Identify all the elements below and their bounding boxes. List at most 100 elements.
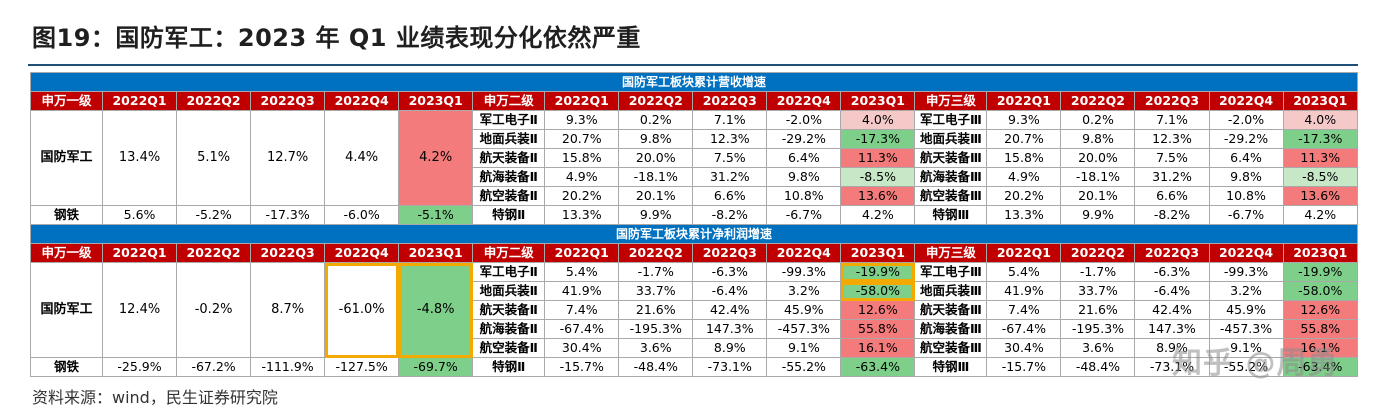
l3-value-cell: 11.3% [1282, 148, 1359, 168]
l3-value-cell: -6.4% [1134, 281, 1210, 301]
l3-value-cell: 30.4% [986, 338, 1062, 358]
l2-industry-name: 军工电子Ⅱ [472, 110, 546, 130]
column-header: 2022Q2 [176, 91, 252, 111]
l3-industry-name: 特钢Ⅲ [914, 357, 988, 377]
l3-industry-name: 特钢Ⅲ [914, 205, 988, 225]
l3-value-cell: 0.2% [1060, 110, 1136, 130]
column-header: 申万一级 [29, 243, 104, 263]
column-header: 2022Q4 [766, 243, 842, 263]
l2-value-cell: 147.3% [692, 319, 768, 339]
l1-industry-name: 国防军工 [29, 262, 104, 358]
l2-industry-name: 地面兵装Ⅱ [472, 129, 546, 149]
l2-value-cell: 8.9% [692, 338, 768, 358]
column-header: 2022Q2 [618, 243, 694, 263]
column-header: 2022Q1 [544, 91, 620, 111]
l1-value-cell: 5.1% [176, 110, 252, 206]
column-header: 2022Q4 [1208, 91, 1284, 111]
l1-value-cell: 13.4% [102, 110, 178, 206]
l2-value-cell: -6.7% [766, 205, 842, 225]
l3-industry-name: 地面兵装Ⅲ [914, 129, 988, 149]
l3-value-cell: 147.3% [1134, 319, 1210, 339]
l2-value-cell: -19.9% [840, 262, 916, 282]
l2-industry-name: 特钢Ⅱ [472, 357, 546, 377]
column-header: 2022Q2 [176, 243, 252, 263]
l2-value-cell: -17.3% [840, 129, 916, 149]
l3-value-cell: 5.4% [986, 262, 1062, 282]
l3-value-cell: 21.6% [1060, 300, 1136, 320]
column-header: 申万三级 [914, 91, 988, 111]
l1-value-cell: -61.0% [324, 262, 400, 358]
l1-value-cell: -25.9% [102, 357, 178, 377]
column-header: 2023Q1 [840, 91, 916, 111]
l3-value-cell: 10.8% [1208, 186, 1284, 206]
l2-value-cell: 41.9% [544, 281, 620, 301]
column-header: 2022Q1 [102, 243, 178, 263]
l2-industry-name: 航空装备Ⅱ [472, 186, 546, 206]
profit-section-title-row: 国防军工板块累计净利润增速 [30, 224, 1358, 244]
l3-value-cell: -1.7% [1060, 262, 1136, 282]
l2-value-cell: 12.6% [840, 300, 916, 320]
l3-value-cell: -6.7% [1208, 205, 1284, 225]
l3-value-cell: 4.9% [986, 167, 1062, 187]
l2-value-cell: 3.6% [618, 338, 694, 358]
l2-value-cell: -6.3% [692, 262, 768, 282]
revenue-steel-row: 钢铁 5.6% -5.2% -17.3% -6.0% -5.1% 特钢Ⅱ 13.3% 9.9% -… [29, 205, 1359, 225]
l2-industry-name: 航天装备Ⅱ [472, 148, 546, 168]
column-header: 2023Q1 [1282, 91, 1359, 111]
profit-steel-row: 钢铁 -25.9% -67.2% -111.9% -127.5% -69.7% 特钢Ⅱ -15… [29, 357, 1359, 377]
l3-value-cell: -6.3% [1134, 262, 1210, 282]
table-row: 地面兵装Ⅱ 41.9% 33.7% -6.4% 3.2% -58.0% 地面兵装Ⅲ 41.9%… [31, 281, 1359, 301]
l2-value-cell: 9.1% [766, 338, 842, 358]
l3-industry-name: 航天装备Ⅲ [914, 148, 988, 168]
l3-value-cell: -17.3% [1282, 129, 1359, 149]
l3-industry-name: 地面兵装Ⅲ [914, 281, 988, 301]
column-header: 2022Q2 [1060, 91, 1136, 111]
l2-value-cell: -2.0% [766, 110, 842, 130]
l3-value-cell: -48.4% [1060, 357, 1136, 377]
figure-title: 图19：国防军工：2023 年 Q1 业绩表现分化依然严重 [32, 24, 641, 52]
l2-value-cell: 7.4% [544, 300, 620, 320]
l2-value-cell: 4.9% [544, 167, 620, 187]
l3-industry-name: 航天装备Ⅲ [914, 300, 988, 320]
column-header: 2022Q3 [692, 91, 768, 111]
l1-value-cell: -5.2% [176, 205, 252, 225]
l2-value-cell: 4.0% [840, 110, 916, 130]
l2-value-cell: -18.1% [618, 167, 694, 187]
column-header: 2022Q1 [986, 243, 1062, 263]
l2-value-cell: -55.2% [766, 357, 842, 377]
l2-industry-name: 航天装备Ⅱ [472, 300, 546, 320]
l3-value-cell: 33.7% [1060, 281, 1136, 301]
l3-value-cell: 12.6% [1282, 300, 1359, 320]
l2-value-cell: -195.3% [618, 319, 694, 339]
l2-value-cell: 55.8% [840, 319, 916, 339]
l3-value-cell: 9.3% [986, 110, 1062, 130]
l2-value-cell: -1.7% [618, 262, 694, 282]
l1-value-cell: -4.8% [398, 262, 474, 358]
l2-value-cell: -73.1% [692, 357, 768, 377]
l3-value-cell: 42.4% [1134, 300, 1210, 320]
performance-table: 国防军工板块累计营收增速 申万一级 2022Q1 2022Q2 2022Q3 2022Q4… [29, 72, 1359, 377]
l2-value-cell: -67.4% [544, 319, 620, 339]
l3-value-cell: -63.4% [1282, 357, 1359, 377]
l2-industry-name: 地面兵装Ⅱ [472, 281, 546, 301]
l3-value-cell: 13.6% [1282, 186, 1359, 206]
l3-value-cell: -58.0% [1282, 281, 1359, 301]
l1-value-cell: 12.4% [102, 262, 178, 358]
column-header: 2022Q4 [324, 243, 400, 263]
l3-value-cell: 4.0% [1282, 110, 1359, 130]
l2-value-cell: 7.1% [692, 110, 768, 130]
l3-value-cell: 9.8% [1208, 167, 1284, 187]
l2-value-cell: 7.5% [692, 148, 768, 168]
l2-value-cell: 9.9% [618, 205, 694, 225]
l2-value-cell: 13.3% [544, 205, 620, 225]
revenue-section-title: 国防军工板块累计营收增速 [30, 72, 1358, 92]
l3-industry-name: 航海装备Ⅲ [914, 167, 988, 187]
l3-value-cell: 4.2% [1282, 205, 1359, 225]
l2-value-cell: 0.2% [618, 110, 694, 130]
l2-value-cell: 20.7% [544, 129, 620, 149]
l3-value-cell: -8.2% [1134, 205, 1210, 225]
l3-value-cell: 20.1% [1060, 186, 1136, 206]
source-note: 资料来源：wind，民生证券研究院 [32, 388, 278, 407]
l3-value-cell: 45.9% [1208, 300, 1284, 320]
column-header: 2022Q3 [250, 91, 326, 111]
